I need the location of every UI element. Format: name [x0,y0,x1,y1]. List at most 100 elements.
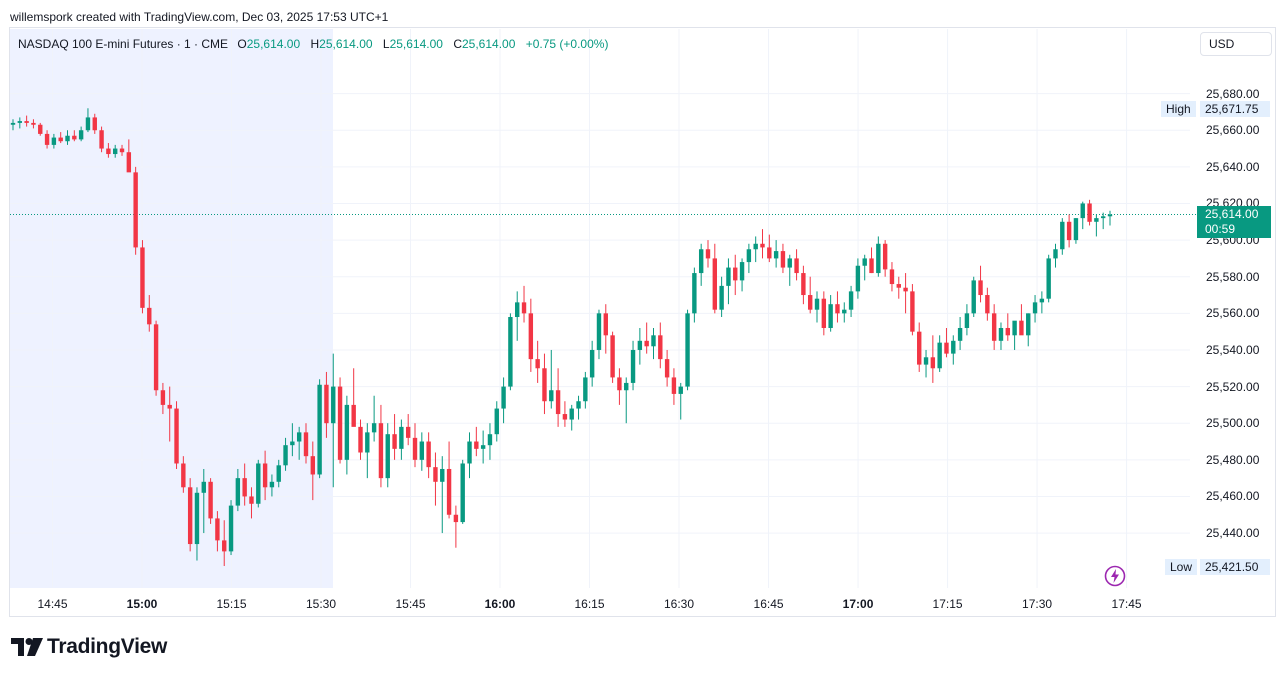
candle[interactable] [433,452,438,506]
candle[interactable] [324,371,329,438]
candle[interactable] [630,340,636,391]
candle[interactable] [508,313,513,391]
candle[interactable] [794,249,799,281]
candle[interactable] [419,432,425,471]
candle[interactable] [910,284,915,336]
candle[interactable] [31,119,36,129]
candle[interactable] [562,401,568,427]
candle[interactable] [460,459,465,524]
candle[interactable] [106,143,111,158]
candle[interactable] [1066,214,1072,248]
candle[interactable] [964,304,970,336]
candle[interactable] [181,456,186,493]
candle[interactable] [467,432,472,479]
candle[interactable] [1060,218,1065,255]
candle[interactable] [317,379,322,479]
candle[interactable] [215,511,220,552]
candle[interactable] [58,132,63,144]
candle[interactable] [119,144,125,156]
candle[interactable] [957,317,963,350]
candle[interactable] [385,423,390,488]
candle[interactable] [780,243,786,274]
candle[interactable] [828,295,833,332]
candle[interactable] [855,258,861,299]
candle[interactable] [249,487,254,519]
candle[interactable] [753,236,758,263]
symbol-legend[interactable]: NASDAQ 100 E-mini Futures · 1 · CME O25,… [18,37,615,51]
candle[interactable] [1019,304,1024,336]
candle[interactable] [44,130,50,149]
candle[interactable] [494,401,499,442]
candle[interactable] [712,243,718,314]
candle[interactable] [426,432,431,479]
candle[interactable] [726,258,731,305]
candle[interactable] [337,377,343,464]
candle[interactable] [371,395,377,442]
candle[interactable] [569,404,574,431]
candle[interactable] [99,126,104,153]
candle[interactable] [719,276,724,318]
candle[interactable] [1012,320,1017,350]
candle[interactable] [78,126,84,142]
candle[interactable] [773,240,779,268]
candle[interactable] [930,335,936,383]
candle[interactable] [331,353,336,488]
candle[interactable] [487,423,493,460]
candle[interactable] [787,254,792,286]
candle[interactable] [174,401,179,469]
candle[interactable] [351,368,356,427]
candle[interactable] [807,276,813,314]
candle[interactable] [1039,291,1045,314]
candle[interactable] [1032,295,1038,323]
candle[interactable] [194,487,200,561]
candle[interactable] [147,295,152,332]
candle[interactable] [589,340,595,387]
candle[interactable] [201,468,206,534]
candle[interactable] [1107,210,1113,226]
candle[interactable] [1094,214,1099,237]
candle[interactable] [889,262,895,292]
candle[interactable] [535,340,540,383]
candle[interactable] [583,371,588,409]
candle[interactable] [882,240,888,277]
candle[interactable] [310,441,316,501]
candle[interactable] [24,115,29,127]
candle[interactable] [951,335,956,365]
candle[interactable] [903,273,908,314]
candle[interactable] [978,265,983,303]
candle[interactable] [624,377,629,424]
candle[interactable] [126,139,132,173]
lightning-icon[interactable] [1104,565,1126,587]
symbol-name[interactable]: NASDAQ 100 E-mini Futures · 1 · CME [18,37,229,51]
candle[interactable] [133,166,138,255]
candle[interactable] [412,423,418,468]
candle[interactable] [739,258,745,292]
candle[interactable] [528,298,534,372]
candle[interactable] [896,276,901,299]
candle[interactable] [555,368,561,427]
candle[interactable] [344,395,350,475]
candle[interactable] [842,302,847,323]
candle[interactable] [869,247,874,274]
candle[interactable] [399,419,404,460]
candle[interactable] [549,349,554,409]
candle[interactable] [474,426,479,457]
candle[interactable] [208,478,213,524]
candle[interactable] [65,130,70,145]
candle[interactable] [658,322,663,369]
candle[interactable] [303,423,309,464]
candle[interactable] [1005,313,1010,341]
candle[interactable] [38,122,43,136]
candle[interactable] [222,520,227,567]
candle[interactable] [113,144,118,158]
candle[interactable] [405,414,411,446]
candle[interactable] [392,414,397,460]
candle[interactable] [610,331,615,383]
candle[interactable] [651,327,656,360]
candle[interactable] [358,419,363,460]
candle[interactable] [262,450,268,501]
candle[interactable] [283,437,288,471]
tradingview-logo[interactable]: TradingView [11,635,167,658]
candle[interactable] [746,243,752,274]
candle[interactable] [187,478,193,552]
